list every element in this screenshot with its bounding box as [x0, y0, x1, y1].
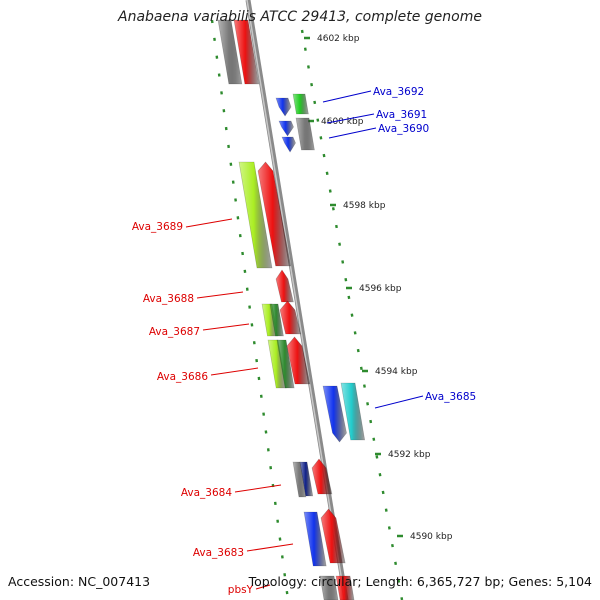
gene-block	[340, 382, 366, 441]
gene-block	[303, 511, 327, 567]
scale-label: 4592 kbp	[388, 450, 431, 460]
gene-block	[279, 300, 301, 335]
gene-block	[292, 93, 309, 115]
gene-block	[281, 136, 296, 153]
map-title: Anabaena variabilis ATCC 29413, complete…	[118, 9, 482, 25]
gene-block	[322, 385, 347, 443]
gene-label-forward: Ava_3692	[373, 86, 424, 98]
gene-label-leader	[196, 291, 244, 299]
left-tick-track	[210, 19, 290, 600]
topology-text: Topology: circular; Length: 6,365,727 bp…	[248, 574, 592, 589]
gene-block	[217, 19, 243, 85]
gene-label-forward: Ava_3691	[376, 109, 427, 121]
gene-label-leader	[246, 543, 294, 552]
gene-label-reverse: Ava_3689	[132, 221, 183, 233]
gene-label-reverse: Ava_3684	[181, 487, 233, 499]
gene-label-leader	[374, 395, 424, 409]
gene-block	[335, 575, 355, 600]
gene-block	[269, 303, 284, 337]
gene-label-leader	[255, 584, 271, 590]
scale-label: 4594 kbp	[375, 367, 418, 377]
gene-block	[295, 117, 315, 151]
scale-label: 4602 kbp	[317, 34, 360, 44]
gene-label-reverse: Ava_3688	[143, 293, 194, 305]
gene-label-reverse: pbsY	[228, 584, 254, 596]
gene-block	[319, 575, 339, 600]
scale-label: 4596 kbp	[359, 284, 402, 294]
gene-block	[278, 120, 294, 137]
gene-label-leader	[202, 323, 250, 331]
scale-label: 4590 kbp	[410, 532, 453, 542]
right-tick-track	[300, 29, 404, 600]
gene-label-leader	[328, 127, 377, 139]
accession-text: Accession: NC_007413	[8, 574, 151, 589]
gene-block	[257, 161, 292, 267]
gene-label-leader	[185, 218, 233, 228]
gene-block	[292, 461, 307, 498]
gene-block	[275, 97, 292, 117]
gene-block	[238, 161, 273, 269]
genome-backbone-line	[245, 0, 349, 600]
scale-label: 4598 kbp	[343, 201, 386, 211]
gene-label-reverse: Ava_3687	[149, 326, 200, 338]
gene-label-leader	[322, 90, 372, 103]
gene-block	[233, 19, 260, 85]
scale-label: 4600 kbp	[321, 117, 364, 127]
gene-block	[311, 458, 333, 495]
genome-backbone-highlight	[246, 0, 346, 600]
gene-label-leader	[210, 367, 259, 376]
gene-label-reverse: Ava_3686	[157, 371, 209, 383]
gene-block	[276, 339, 295, 389]
gene-block	[286, 336, 311, 385]
gene-label-leader	[234, 484, 282, 493]
gene-label-forward: Ava_3685	[425, 391, 476, 403]
gene-label-reverse: Ava_3683	[193, 547, 244, 559]
gene-label-forward: Ava_3690	[378, 123, 429, 135]
gene-block	[299, 461, 314, 497]
gene-label-leader	[326, 113, 375, 124]
gene-block	[320, 508, 346, 564]
